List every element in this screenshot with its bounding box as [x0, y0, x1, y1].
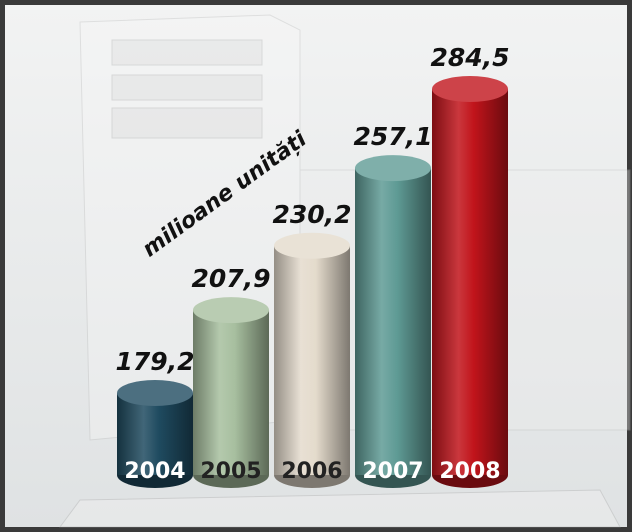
bar-top: [274, 232, 350, 259]
value-label: 207,9: [191, 264, 270, 293]
category-label: 2008: [439, 459, 500, 484]
category-label: 2005: [200, 459, 261, 484]
bar: [274, 245, 350, 475]
bar-top: [193, 297, 269, 324]
bar: [432, 89, 508, 475]
category-label: 2007: [362, 459, 423, 484]
category-label: 2004: [124, 459, 185, 484]
bar: [355, 168, 431, 475]
bar-top: [117, 380, 193, 406]
bars: 179,2 2004 207,9 2005 230,2 2006 257,1 2007 284,…: [115, 43, 510, 488]
bar: [193, 310, 269, 475]
value-label: 284,5: [430, 43, 509, 72]
value-label: 230,2: [272, 200, 351, 229]
bar-top: [355, 155, 431, 182]
bar-top: [432, 76, 508, 102]
bar: [117, 393, 193, 475]
value-label: 257,1: [353, 122, 432, 151]
value-label: 179,2: [115, 347, 194, 376]
category-label: 2006: [281, 459, 342, 484]
